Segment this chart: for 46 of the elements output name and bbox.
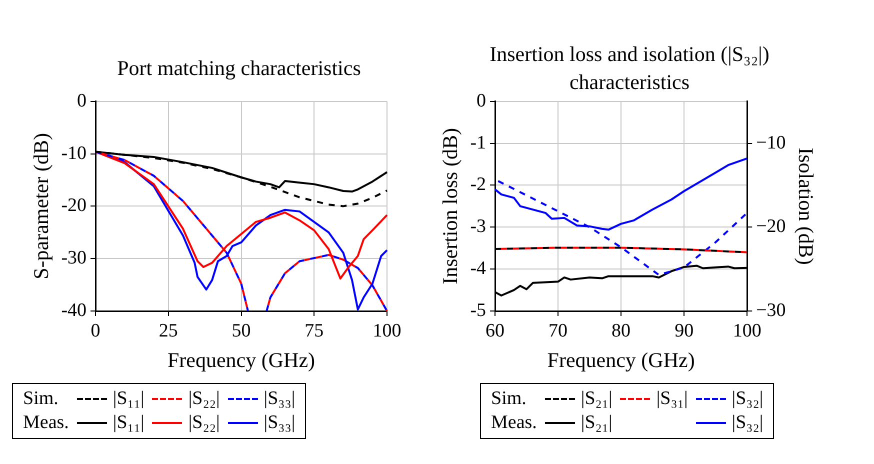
x-tick-label: 25 — [158, 320, 178, 342]
y-tick-label: -2 — [470, 174, 486, 196]
text: Meas. — [491, 412, 537, 434]
x-axis-title: Frequency (GHz) — [547, 348, 695, 372]
legend-label: |S₃₃| — [264, 388, 296, 410]
chart-title: Port matching characteristics — [116, 55, 362, 82]
y-tick-label: 0 — [77, 90, 87, 112]
y-tick-label: -5 — [470, 300, 486, 321]
y-tick-label: -10 — [61, 142, 87, 164]
y-tick-label: -20 — [61, 195, 87, 216]
legend-label: |S₃₃| — [264, 412, 296, 434]
text: Sim. — [491, 388, 528, 410]
legend-label: |S₃₂| — [732, 388, 764, 410]
legend-label: |S₁₁| — [112, 412, 144, 434]
x-tick-label: 90 — [674, 320, 694, 342]
text: Meas. — [23, 412, 69, 434]
x-tick-label: 80 — [612, 320, 631, 342]
y-tick-label: -1 — [470, 132, 486, 154]
y2-axis-title: Isolation (dB) — [794, 148, 818, 265]
x-tick-label: 0 — [90, 320, 100, 342]
legend-label: |S₂₂| — [188, 388, 220, 410]
x-tick-label: 70 — [548, 320, 568, 342]
legend-label: |S₃₁| — [656, 388, 688, 410]
x-tick-label: 75 — [304, 320, 324, 342]
y-tick-label: 0 — [476, 90, 486, 112]
y-axis-title: S-parameter (dB) — [29, 133, 54, 280]
legend-label: |S₁₁| — [112, 388, 144, 410]
y-tick-label: -3 — [470, 216, 486, 238]
x-tick-label: 50 — [232, 320, 251, 342]
x-tick-label: 100 — [372, 320, 402, 342]
x-tick-label: 60 — [486, 320, 505, 342]
x-tick-label: 100 — [732, 320, 762, 342]
y2-tick-label: −20 — [756, 216, 786, 238]
y-axis-title: Insertion loss (dB) — [438, 128, 462, 284]
y-tick-label: -30 — [61, 248, 87, 269]
legend-label: |S₃₂| — [732, 412, 764, 434]
y2-tick-label: −10 — [756, 132, 786, 154]
y2-tick-label: −30 — [756, 300, 786, 321]
y-tick-label: -40 — [61, 300, 87, 321]
chart-title: Insertion loss and isolation (|S₃₂|) characteristics — [490, 42, 770, 94]
legend-label: |S₂₂| — [188, 412, 220, 434]
text: Sim. — [23, 388, 60, 410]
legend-label: |S₂₁| — [580, 388, 612, 410]
x-axis-title: Frequency (GHz) — [168, 348, 316, 372]
legend-label: |S₂₁| — [580, 412, 612, 434]
y-tick-label: -4 — [470, 258, 487, 280]
